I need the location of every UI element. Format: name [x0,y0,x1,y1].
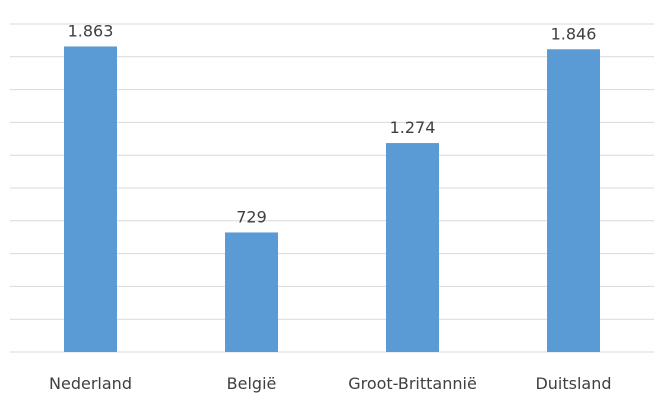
category-axis: Nederland België Groot-Brittannië Duitsland [49,374,612,393]
category-label-1: België [227,374,277,393]
bars [64,46,600,353]
data-label-2: 1.274 [390,118,436,137]
category-label-0: Nederland [49,374,132,393]
bar-1 [225,232,278,352]
data-labels: 1.863 729 1.274 1.846 [68,21,597,226]
data-label-1: 729 [236,207,267,226]
category-label-3: Duitsland [535,374,611,393]
bar-0 [64,46,117,353]
category-label-2: Groot-Brittannië [348,374,477,393]
data-label-3: 1.846 [551,24,597,43]
data-label-0: 1.863 [68,21,114,40]
gridlines [10,23,654,353]
bar-3 [547,49,600,352]
bar-2 [386,143,439,352]
